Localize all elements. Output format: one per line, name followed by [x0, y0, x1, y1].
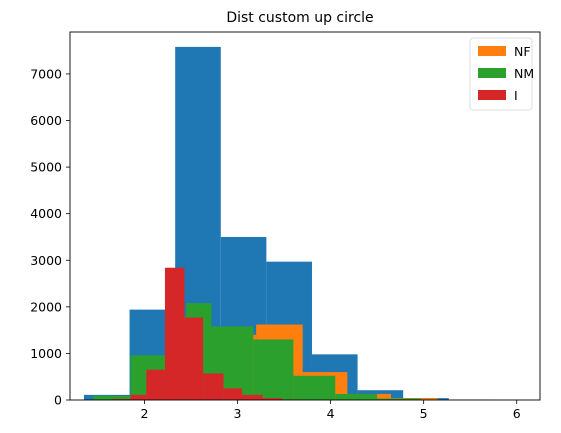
bar-i-8 — [262, 398, 283, 400]
bar-i-4 — [184, 317, 204, 400]
bar-i-0 — [111, 399, 131, 400]
x-tick-label: 5 — [420, 406, 428, 421]
bar-i-3 — [164, 267, 185, 400]
y-tick-label: 4000 — [30, 206, 62, 221]
legend-swatch-i — [478, 90, 506, 100]
y-tick-label: 0 — [54, 393, 62, 408]
bar-nm-7 — [335, 393, 378, 400]
x-tick-label: 2 — [140, 406, 148, 421]
legend-swatch-nf — [478, 46, 506, 56]
bar-nm-0 — [93, 395, 131, 400]
x-tick-label: 3 — [234, 406, 242, 421]
y-tick-label: 3000 — [30, 253, 62, 268]
y-tick-label: 1000 — [30, 346, 62, 361]
legend-swatch-nm — [478, 68, 506, 78]
legend-label-i: I — [514, 88, 518, 103]
bar-i-6 — [223, 388, 243, 400]
axes-frame — [69, 31, 541, 401]
bar-nm-6 — [293, 375, 336, 400]
y-tick-label: 7000 — [30, 66, 62, 81]
bar-i-2 — [146, 369, 165, 400]
y-tick-label: 6000 — [30, 113, 62, 128]
bar-i-5 — [203, 373, 224, 400]
x-tick-label: 4 — [327, 406, 335, 421]
y-tick-label: 5000 — [30, 160, 62, 175]
bar-nm-8 — [377, 398, 421, 400]
legend-label-nf: NF — [514, 44, 531, 59]
bar-nm-5 — [253, 339, 294, 400]
y-tick-label: 2000 — [30, 299, 62, 314]
bar-i-1 — [130, 394, 147, 400]
x-axis: 2 3 4 5 6 — [140, 400, 521, 421]
x-tick-label: 6 — [513, 406, 521, 421]
y-axis: 0 1000 2000 3000 4000 5000 6000 7000 — [30, 66, 70, 408]
bar-i-7 — [242, 394, 263, 400]
bars-layer — [83, 46, 540, 400]
chart-title: Dist custom up circle — [226, 10, 373, 26]
legend: NF NM I — [469, 37, 534, 111]
legend-label-nm: NM — [514, 66, 534, 81]
